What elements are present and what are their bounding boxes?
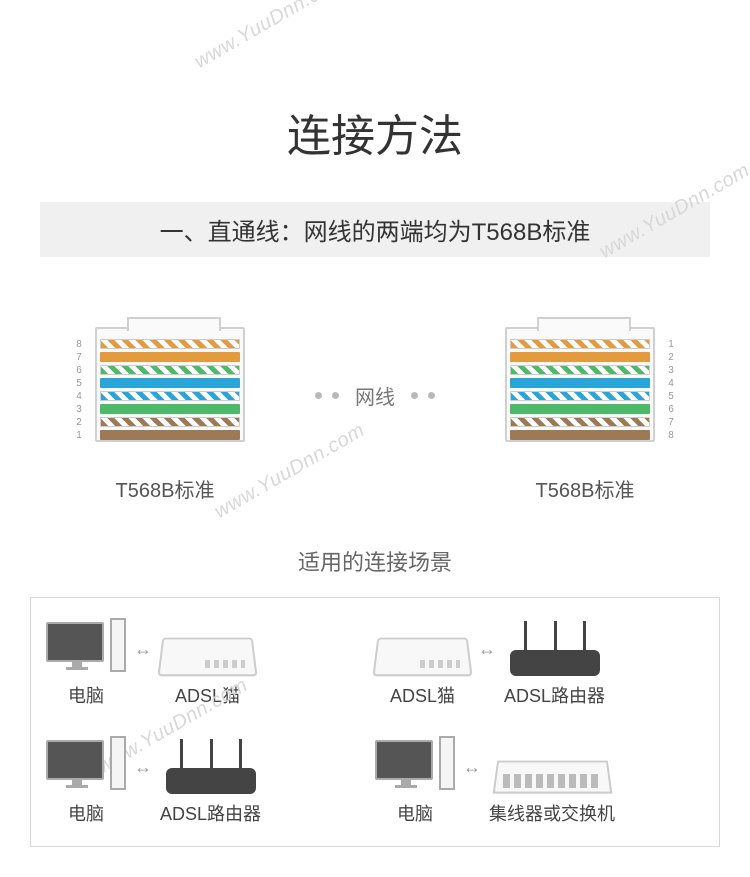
pc-icon bbox=[46, 618, 126, 676]
wire bbox=[510, 339, 650, 349]
device: 集线器或交换机 bbox=[489, 749, 615, 826]
pin-number: 1 bbox=[662, 339, 680, 350]
wire bbox=[510, 365, 650, 375]
connector-diagram: 8 7 6 5 4 3 2 1 T568B标准 网线 1 2 3 4 5 6 7 8 T568B标准 bbox=[60, 317, 690, 503]
bidirectional-icon: ↔ bbox=[478, 639, 496, 660]
connector-left-label: T568B标准 bbox=[116, 474, 215, 503]
router-icon bbox=[510, 621, 600, 676]
scenario-row: 电脑 ↔ ADSL猫 bbox=[46, 618, 375, 708]
wire bbox=[100, 404, 240, 414]
pin-number: 5 bbox=[70, 378, 88, 389]
scenario-row: 电脑 ↔ 集线器或交换机 bbox=[375, 736, 704, 826]
device: ADSL路由器 bbox=[504, 621, 605, 708]
wire bbox=[100, 378, 240, 388]
subtitle-bar: 一、直通线：网线的两端均为T568B标准 bbox=[40, 202, 710, 257]
wire bbox=[510, 391, 650, 401]
scenario-row: 电脑 ↔ ADSL路由器 bbox=[46, 736, 375, 826]
device-label: 电脑 bbox=[68, 682, 104, 708]
device: 电脑 bbox=[375, 736, 455, 826]
wire bbox=[100, 430, 240, 440]
pin-number: 3 bbox=[662, 365, 680, 376]
device: 电脑 bbox=[46, 736, 126, 826]
pin-number: 2 bbox=[70, 417, 88, 428]
pin-number: 4 bbox=[662, 378, 680, 389]
rj45-left-icon: 8 7 6 5 4 3 2 1 bbox=[60, 317, 270, 452]
pin-number: 3 bbox=[70, 404, 88, 415]
device-label: ADSL猫 bbox=[390, 682, 455, 708]
wire bbox=[510, 352, 650, 362]
wire bbox=[510, 404, 650, 414]
pin-number: 8 bbox=[70, 339, 88, 350]
connector-right: 1 2 3 4 5 6 7 8 T568B标准 bbox=[480, 317, 690, 503]
wire bbox=[510, 378, 650, 388]
device: 电脑 bbox=[46, 618, 126, 708]
bidirectional-icon: ↔ bbox=[134, 757, 152, 778]
pin-number: 5 bbox=[662, 391, 680, 402]
pc-icon bbox=[375, 736, 455, 794]
switch-icon bbox=[495, 749, 610, 794]
cable-center: 网线 bbox=[270, 381, 480, 410]
modem-icon bbox=[160, 628, 255, 676]
device: ADSL猫 bbox=[160, 628, 255, 708]
pin-number: 4 bbox=[70, 391, 88, 402]
router-icon bbox=[166, 739, 256, 794]
scenario-box: 电脑↔ADSL猫ADSL猫↔ADSL路由器电脑↔ADSL路由器电脑↔集线器或交换… bbox=[30, 597, 720, 847]
device-label: ADSL路由器 bbox=[504, 682, 605, 708]
bidirectional-icon: ↔ bbox=[134, 639, 152, 660]
pc-icon bbox=[46, 736, 126, 794]
pin-numbers-left: 8 7 6 5 4 3 2 1 bbox=[70, 339, 88, 441]
device-label: 电脑 bbox=[397, 800, 433, 826]
wire bbox=[100, 417, 240, 427]
pin-number: 7 bbox=[662, 417, 680, 428]
device-label: ADSL路由器 bbox=[160, 800, 261, 826]
pin-number: 6 bbox=[662, 404, 680, 415]
wire bbox=[100, 365, 240, 375]
wire bbox=[100, 352, 240, 362]
pin-numbers-right: 1 2 3 4 5 6 7 8 bbox=[662, 339, 680, 441]
modem-icon bbox=[375, 628, 470, 676]
pin-number: 7 bbox=[70, 352, 88, 363]
wire bbox=[510, 430, 650, 440]
pin-number: 8 bbox=[662, 430, 680, 441]
scenario-row: ADSL猫 ↔ ADSL路由器 bbox=[375, 618, 704, 708]
device: ADSL路由器 bbox=[160, 739, 261, 826]
connector-right-label: T568B标准 bbox=[536, 474, 635, 503]
pin-number: 2 bbox=[662, 352, 680, 363]
pin-number: 1 bbox=[70, 430, 88, 441]
page-title: 连接方法 bbox=[0, 0, 750, 164]
bidirectional-icon: ↔ bbox=[463, 757, 481, 778]
connector-left: 8 7 6 5 4 3 2 1 T568B标准 bbox=[60, 317, 270, 503]
wire bbox=[100, 339, 240, 349]
scenario-title: 适用的连接场景 bbox=[0, 545, 750, 577]
rj45-right-icon: 1 2 3 4 5 6 7 8 bbox=[480, 317, 690, 452]
device-label: 集线器或交换机 bbox=[489, 800, 615, 826]
device-label: ADSL猫 bbox=[175, 682, 240, 708]
device-label: 电脑 bbox=[68, 800, 104, 826]
pin-number: 6 bbox=[70, 365, 88, 376]
cable-label: 网线 bbox=[355, 381, 395, 410]
wire bbox=[100, 391, 240, 401]
wire bbox=[510, 417, 650, 427]
device: ADSL猫 bbox=[375, 628, 470, 708]
